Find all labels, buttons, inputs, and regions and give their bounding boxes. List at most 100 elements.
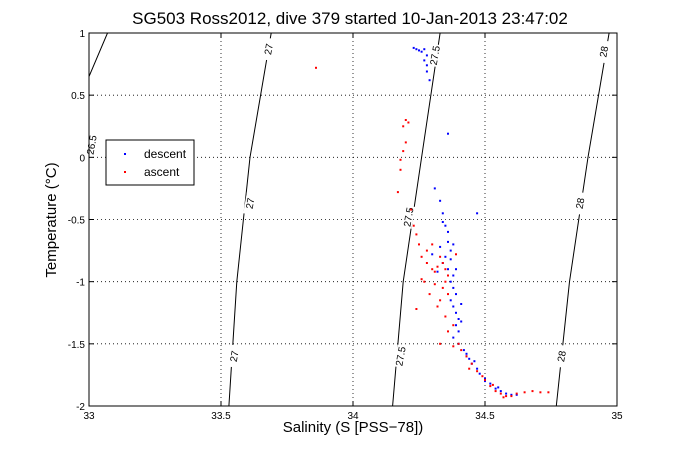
ascent-point bbox=[436, 265, 439, 268]
x-tick-label: 33 bbox=[83, 411, 95, 422]
x-tick-label: 33.5 bbox=[211, 411, 231, 422]
y-tick-label: 1 bbox=[79, 29, 85, 40]
descent-point bbox=[441, 212, 444, 215]
descent-point bbox=[425, 54, 428, 57]
descent-point bbox=[452, 243, 455, 246]
ascent-point bbox=[505, 395, 508, 398]
ascent-point bbox=[439, 255, 442, 258]
y-tick-label: -0.5 bbox=[68, 216, 86, 227]
chart-title: SG503 Ross2012, dive 379 started 10-Jan-… bbox=[132, 9, 568, 28]
descent-point bbox=[465, 352, 468, 355]
descent-point bbox=[476, 212, 479, 215]
ascent-point bbox=[423, 280, 426, 283]
contour-label-group: 27 bbox=[261, 37, 276, 61]
contour-label: 27.5 bbox=[429, 45, 443, 67]
x-tick-label: 35 bbox=[611, 411, 623, 422]
descent-point bbox=[415, 48, 418, 51]
ascent-point bbox=[494, 390, 497, 393]
y-tick-label: 0 bbox=[79, 153, 85, 164]
contour-label-bg bbox=[401, 205, 416, 229]
contour-label-bg bbox=[393, 344, 408, 368]
grid bbox=[89, 33, 617, 406]
contour-label-bg bbox=[243, 191, 257, 216]
density-contour bbox=[228, 33, 272, 406]
ascent-point bbox=[399, 168, 402, 171]
ascent-point bbox=[396, 191, 399, 194]
ascent-point bbox=[470, 362, 473, 365]
ascent-point bbox=[460, 349, 463, 352]
ascent-point bbox=[433, 283, 436, 286]
ascent-point bbox=[447, 274, 449, 277]
data-points bbox=[315, 46, 550, 399]
descent-point bbox=[489, 382, 492, 385]
descent-point bbox=[449, 258, 452, 261]
ascent-point bbox=[402, 125, 405, 128]
ascent-point bbox=[457, 342, 460, 345]
ascent-point bbox=[412, 224, 415, 227]
ascent-point bbox=[547, 391, 550, 394]
contour-label-bg bbox=[84, 133, 99, 157]
contour-label-group: 28 bbox=[573, 191, 587, 216]
ascent-point bbox=[447, 330, 449, 333]
ascent-point bbox=[399, 158, 402, 161]
contour-label-group: 27.5 bbox=[401, 205, 417, 229]
ascent-point bbox=[452, 345, 455, 348]
contour-label: 26.5 bbox=[86, 134, 100, 156]
contour-label-group: 27.5 bbox=[428, 43, 443, 68]
contour-label: 27 bbox=[263, 42, 276, 55]
ascent-point bbox=[455, 253, 457, 256]
ascent-point bbox=[499, 392, 502, 395]
descent-point bbox=[462, 349, 465, 352]
contour-label: 28 bbox=[598, 45, 611, 58]
descent-point bbox=[425, 64, 428, 67]
descent-point bbox=[439, 199, 442, 202]
series-ascent bbox=[315, 66, 550, 399]
density-contour bbox=[89, 33, 108, 80]
contour-label: 27 bbox=[245, 197, 258, 210]
axis-ticks: 33 33.5 34 34.5 35 -2 -1.5 -1 -0.5 0 0.5 1 bbox=[68, 29, 623, 422]
contour-label: 27.5 bbox=[394, 345, 408, 367]
ascent-point bbox=[431, 243, 434, 246]
ascent-point bbox=[436, 305, 439, 308]
descent-point bbox=[473, 360, 476, 363]
descent-point bbox=[452, 305, 455, 308]
series-descent bbox=[412, 46, 518, 396]
descent-point bbox=[455, 311, 457, 314]
descent-point bbox=[423, 48, 426, 51]
x-tick-label: 34.5 bbox=[475, 411, 495, 422]
descent-point bbox=[499, 390, 502, 393]
descent-point bbox=[452, 336, 455, 339]
ascent-point bbox=[484, 378, 486, 381]
descent-point bbox=[441, 221, 444, 223]
contour-label-bg bbox=[554, 344, 569, 368]
legend-label-descent: descent bbox=[144, 147, 187, 161]
contour-label-group: 27.5 bbox=[393, 344, 409, 368]
descent-point bbox=[476, 367, 479, 370]
descent-point bbox=[447, 230, 449, 233]
descent-point bbox=[505, 392, 508, 395]
descent-point bbox=[447, 240, 449, 243]
descent-point bbox=[452, 274, 455, 277]
ascent-point bbox=[481, 375, 484, 378]
ascent-point bbox=[433, 270, 436, 273]
descent-point bbox=[418, 49, 420, 52]
descent-point bbox=[484, 380, 486, 383]
ascent-point bbox=[407, 121, 410, 124]
legend-marker-descent bbox=[124, 153, 126, 155]
ascent-point bbox=[539, 391, 542, 394]
legend-label-ascent: ascent bbox=[144, 165, 180, 179]
ascent-point bbox=[441, 262, 444, 264]
ascent-point bbox=[315, 66, 317, 69]
ascent-point bbox=[444, 268, 447, 271]
ascent-point bbox=[531, 390, 534, 393]
contour-label-bg bbox=[573, 191, 587, 216]
contour-label-group: 27 bbox=[227, 344, 242, 368]
ascent-point bbox=[491, 383, 494, 386]
y-tick-label: -1.5 bbox=[68, 340, 86, 351]
descent-point bbox=[497, 386, 500, 389]
descent-point bbox=[478, 372, 481, 375]
x-tick-label: 34 bbox=[347, 411, 359, 422]
contour-label-bg bbox=[261, 37, 276, 61]
ascent-point bbox=[439, 299, 442, 302]
descent-point bbox=[510, 393, 513, 396]
